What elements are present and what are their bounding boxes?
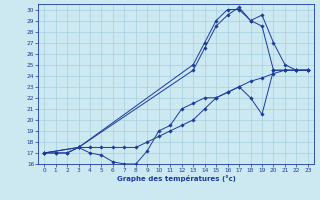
X-axis label: Graphe des températures (°c): Graphe des températures (°c) xyxy=(116,175,236,182)
